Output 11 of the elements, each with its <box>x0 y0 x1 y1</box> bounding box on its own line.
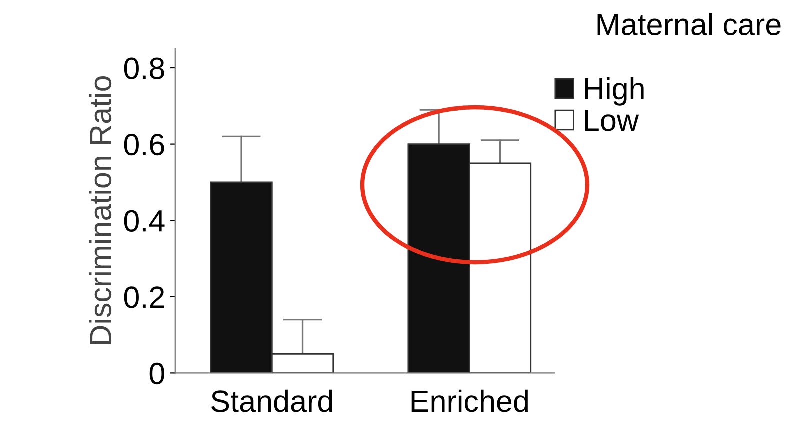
y-tick-label: 0 <box>150 362 164 385</box>
y-tick-label: 0.8 <box>124 58 164 80</box>
y-tick-label: 0.2 <box>124 286 164 308</box>
y-tick-label: 0.4 <box>124 210 165 232</box>
y-tick-label: 0.6 <box>124 134 164 156</box>
legend-label: Low <box>585 110 640 132</box>
legend-label: High <box>585 77 644 106</box>
x-tick-label: Standard <box>212 390 332 412</box>
x-tick-label: Enriched <box>412 390 528 412</box>
y-axis-title: Discrimination Ratio <box>89 76 112 344</box>
legend-title: Maternal care <box>598 13 781 36</box>
